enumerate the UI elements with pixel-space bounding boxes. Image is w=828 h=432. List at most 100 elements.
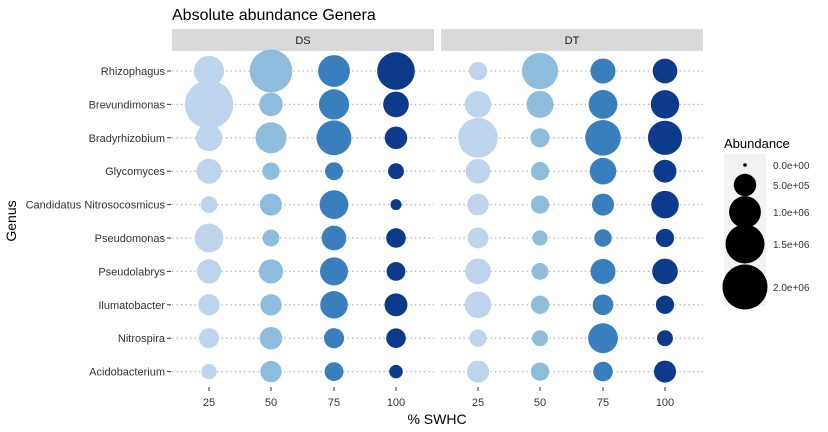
- point-dt: [655, 228, 675, 248]
- legend-entry-label: 1.0e+06: [773, 208, 810, 219]
- point-ds: [377, 52, 415, 90]
- point-dt: [532, 230, 548, 246]
- data-points: [184, 49, 683, 383]
- point-dt: [467, 227, 489, 249]
- point-dt: [588, 323, 618, 354]
- y-tick-label: Bradyrhizobium: [89, 133, 165, 145]
- legend-key: [743, 163, 747, 167]
- point-dt: [591, 193, 615, 216]
- point-dt: [592, 294, 614, 316]
- point-dt: [590, 58, 616, 84]
- legend-key: [729, 196, 761, 228]
- point-ds: [262, 229, 280, 247]
- legend-key: [722, 264, 768, 310]
- facet-panel-dt: DT: [441, 29, 703, 51]
- y-tick-label: Glycomyces: [105, 166, 165, 178]
- point-ds: [260, 360, 282, 383]
- point-dt: [521, 52, 559, 90]
- point-dt: [650, 90, 680, 119]
- point-dt: [464, 291, 492, 319]
- point-ds: [195, 124, 223, 152]
- point-ds: [318, 55, 350, 87]
- facet-panel-ds: DS: [172, 29, 434, 51]
- y-axis-label: Genus: [3, 200, 19, 241]
- point-ds: [198, 328, 220, 349]
- legend-entry-label: 0.0e+00: [773, 161, 810, 172]
- y-tick-label: Candidatus Nitrosocosmicus: [26, 200, 166, 212]
- y-axis-ticks: Rhizophagus Brevundimonas Bradyrhizobium Gl…: [26, 66, 171, 379]
- point-ds: [321, 225, 347, 251]
- facet-label-ds: DS: [295, 35, 310, 47]
- facet-label-dt: DT: [565, 35, 580, 47]
- point-ds: [260, 294, 282, 316]
- point-dt: [467, 193, 489, 216]
- point-dt: [468, 61, 488, 81]
- point-dt: [653, 159, 677, 183]
- point-ds: [196, 158, 222, 184]
- point-ds: [323, 328, 345, 349]
- point-dt: [466, 360, 490, 383]
- y-tick-label: Brevundimonas: [89, 99, 166, 111]
- point-dt: [653, 360, 677, 383]
- point-ds: [325, 162, 343, 181]
- point-ds: [386, 261, 406, 281]
- point-dt: [531, 262, 549, 280]
- point-ds: [390, 199, 402, 211]
- y-tick-label: Pseudomonas: [95, 233, 166, 245]
- x-tick-label: 25: [203, 397, 215, 409]
- legend-items: 0.0e+00 5.0e+05 1.0e+06 1.5e+06 2.0e+06: [722, 161, 810, 310]
- y-tick-label: Rhizophagus: [101, 66, 166, 78]
- chart-title: Absolute abundance Genera: [172, 7, 376, 24]
- point-dt: [652, 258, 678, 285]
- point-dt: [530, 295, 550, 314]
- point-ds: [184, 80, 234, 129]
- x-tick-label: 50: [265, 397, 277, 409]
- point-ds: [201, 363, 217, 380]
- x-axis-ticks: 25 50 75 100 25 50 75 100: [203, 387, 674, 409]
- legend-entry-label: 2.0e+06: [773, 283, 810, 294]
- point-dt: [651, 190, 679, 219]
- point-dt: [652, 58, 678, 84]
- point-ds: [324, 362, 344, 382]
- point-dt: [465, 258, 491, 285]
- point-ds: [259, 193, 283, 216]
- y-tick-label: Nitrospira: [118, 333, 166, 345]
- point-ds: [200, 196, 218, 214]
- point-ds: [196, 259, 222, 284]
- x-tick-label: 100: [656, 397, 674, 409]
- point-dt: [526, 90, 554, 118]
- point-ds: [319, 257, 349, 286]
- legend-key: [733, 173, 757, 197]
- point-ds: [318, 89, 350, 120]
- point-ds: [255, 122, 287, 154]
- point-ds: [386, 328, 406, 349]
- point-dt: [588, 89, 618, 119]
- point-ds: [198, 294, 220, 316]
- point-dt: [589, 157, 617, 185]
- legend-entry-label: 5.0e+05: [773, 181, 810, 192]
- point-ds: [259, 326, 283, 350]
- point-dt: [530, 128, 550, 148]
- point-ds: [262, 162, 280, 180]
- legend: Abundance 0.0e+00 5.0e+05 1.0e+06 1.5e+06 2.…: [722, 136, 810, 310]
- legend-entry-label: 1.5e+06: [773, 240, 810, 251]
- point-dt: [464, 91, 492, 118]
- gridlines: [172, 70, 703, 373]
- x-tick-label: 25: [472, 397, 484, 409]
- point-ds: [388, 163, 404, 180]
- legend-title: Abundance: [724, 136, 790, 151]
- point-dt: [647, 120, 683, 155]
- point-dt: [655, 295, 675, 314]
- point-ds: [386, 228, 406, 248]
- x-tick-label: 100: [387, 397, 405, 409]
- point-ds: [384, 126, 408, 150]
- x-tick-label: 75: [597, 397, 609, 409]
- facet-strip-ds: [172, 29, 434, 51]
- point-dt: [469, 329, 487, 347]
- point-ds: [319, 190, 349, 220]
- point-dt: [530, 162, 550, 181]
- point-ds: [383, 91, 409, 118]
- point-dt: [585, 120, 621, 156]
- facet-strip-dt: [441, 29, 703, 51]
